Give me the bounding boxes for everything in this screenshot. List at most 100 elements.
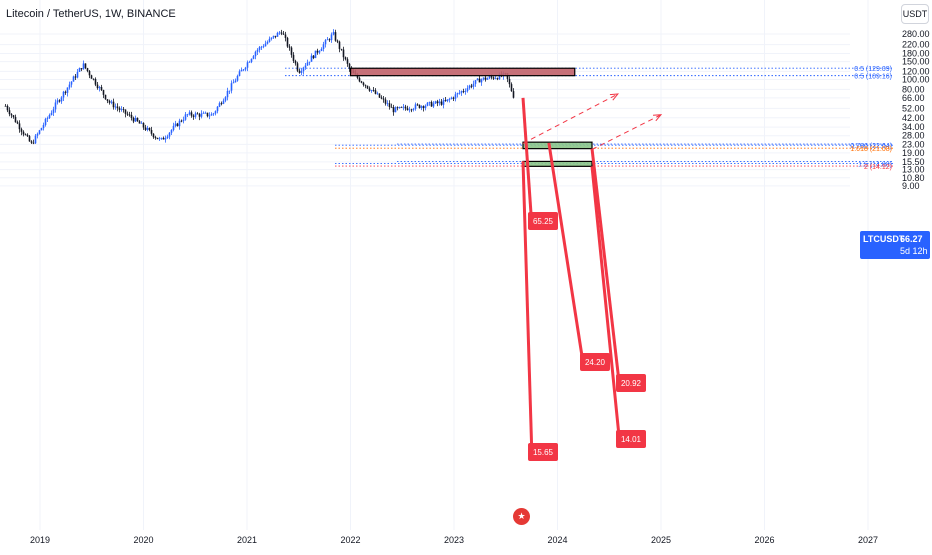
candle-body [496, 78, 499, 80]
candle-body [382, 98, 385, 100]
candle-body [180, 120, 183, 122]
candle-body [336, 40, 339, 42]
candle-body [124, 109, 127, 114]
x-tick-label: 2021 [237, 535, 257, 545]
demand-zone [522, 160, 593, 167]
candle-body [298, 70, 301, 73]
candle-body [204, 112, 207, 114]
candle-body [184, 114, 187, 120]
candle-body [16, 122, 19, 124]
candle-body [478, 78, 481, 83]
candle-body [198, 114, 201, 117]
candle-body [126, 113, 129, 115]
us-flag-icon[interactable]: ★ [513, 508, 530, 525]
candle-body [360, 81, 363, 83]
candle-body [456, 93, 459, 95]
candle-body [342, 49, 345, 58]
candle-body [26, 134, 29, 137]
candle-body [18, 123, 21, 130]
candle-body [396, 107, 399, 109]
fib-level-label: 0.786 (22.64) [850, 143, 892, 150]
candle-body [112, 101, 115, 108]
candle-body [314, 50, 317, 59]
candle-body [444, 100, 447, 102]
fib-level-label: 1.618 (21.08) [850, 146, 892, 153]
candle-body [422, 106, 425, 109]
candle-body [280, 32, 283, 34]
candle-body [348, 63, 351, 69]
candle-body [248, 61, 251, 63]
y-tick-label: 9.00 [902, 181, 920, 191]
callout-box [616, 374, 646, 392]
candle-body [344, 57, 347, 60]
candle-body [286, 37, 289, 47]
candle-body [210, 114, 213, 116]
x-tick-label: 2027 [858, 535, 878, 545]
candle-body [174, 123, 177, 126]
candle-body [190, 112, 193, 116]
candle-body [380, 97, 383, 99]
candle-body [408, 109, 411, 111]
candle-body [226, 90, 229, 98]
candle-body [72, 76, 75, 82]
candle-body [476, 78, 479, 81]
unit-badge[interactable]: USDT [901, 4, 929, 24]
candle-body [370, 90, 373, 92]
candle-body [12, 115, 15, 117]
candle-body [260, 46, 263, 48]
candle-body [276, 32, 279, 37]
candle-body [432, 103, 435, 107]
candle-body [458, 92, 461, 94]
candle-body [406, 108, 409, 111]
callouts: 65.25 24.20 20.92 15.65 14.01 [521, 97, 646, 461]
candle-body [96, 84, 99, 89]
candle-body [66, 87, 69, 93]
grid-lines [0, 0, 869, 530]
callout-pointer [590, 166, 622, 447]
candle-body [416, 104, 419, 106]
candle-body [28, 136, 31, 142]
candle-body [246, 62, 249, 68]
candle-body [150, 129, 153, 134]
candle-body [258, 47, 261, 50]
x-tick-label: 2025 [651, 535, 671, 545]
candle-body [236, 75, 239, 81]
candle-body [292, 54, 295, 61]
candle-body [42, 125, 45, 129]
candle-body [64, 91, 67, 93]
candle-body [76, 71, 79, 78]
candle-body [90, 75, 93, 79]
candle-body [38, 130, 41, 134]
candle-body [176, 123, 179, 127]
candle-body [446, 99, 449, 102]
candle-body [74, 76, 77, 78]
candle-body [492, 77, 495, 79]
candle-body [264, 43, 267, 47]
candle-body [44, 118, 47, 126]
candle-body [328, 39, 331, 41]
candle-body [214, 111, 217, 114]
candle-body [46, 118, 49, 119]
candle-body [160, 137, 163, 139]
candle-body [106, 99, 109, 101]
candle-body [120, 109, 123, 111]
candle-body [118, 108, 121, 110]
candle-body [56, 100, 59, 103]
candle-body [420, 106, 423, 108]
candle-body [192, 115, 195, 117]
candle-body [200, 113, 203, 117]
candle-body [144, 127, 147, 130]
candle-body [332, 32, 335, 35]
candle-body [430, 101, 433, 107]
candle-body [54, 102, 57, 110]
fib-level-label: 2 (14.12) [864, 164, 892, 171]
candle-body [474, 80, 477, 84]
candle-body [94, 78, 97, 85]
candle-body [132, 117, 135, 122]
target-arrow-line [591, 114, 662, 150]
fib-level-label: 1.5 (14.88) [858, 162, 892, 169]
candle-body [208, 115, 211, 117]
candle-body [270, 37, 273, 39]
